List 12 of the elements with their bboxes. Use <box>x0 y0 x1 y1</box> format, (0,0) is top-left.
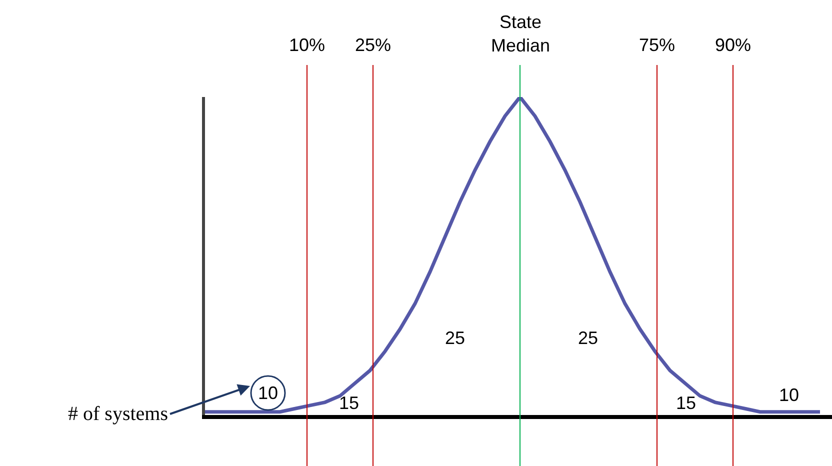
text: 25% <box>355 35 392 55</box>
annotation: 15 <box>676 393 696 413</box>
annotation: 10 <box>258 383 278 403</box>
annotation: 15 <box>339 393 360 413</box>
annotation: 25 <box>578 328 598 348</box>
text: 10% <box>289 35 326 55</box>
text: # of systems <box>68 403 168 425</box>
text: 75% <box>639 35 676 55</box>
text: 90% <box>715 35 752 55</box>
annotation: 10 <box>779 385 800 405</box>
text: State Median <box>491 12 550 56</box>
annotation: 25 <box>445 328 466 348</box>
